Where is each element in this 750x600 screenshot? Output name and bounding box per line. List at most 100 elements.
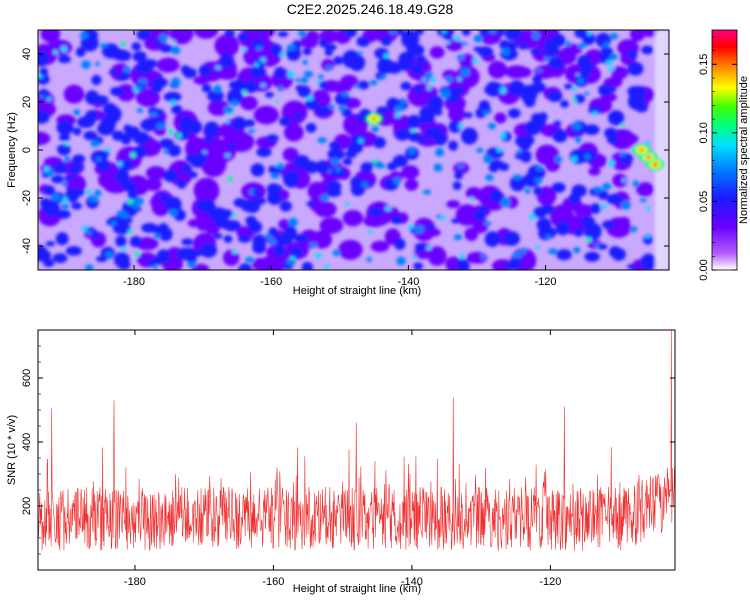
spectrogram-blob [189, 171, 198, 178]
spectrogram-blob [117, 161, 123, 167]
spectrogram-blob [457, 123, 463, 129]
spectrogram-blob [134, 252, 140, 257]
spectrogram-blob [315, 106, 331, 116]
spectrogram-blob [121, 247, 127, 252]
spectrogram-blob [290, 256, 295, 260]
spectrogram-blob [283, 170, 300, 188]
spectrogram-blob [488, 30, 497, 34]
spectrogram-blob [500, 197, 511, 208]
spectrogram-blob [153, 39, 163, 46]
spectrogram-blob [287, 71, 295, 79]
spectrogram-blob [434, 108, 443, 116]
spectrogram-blob [95, 159, 111, 172]
spectrogram-blob [594, 243, 600, 247]
spectrogram-blob [99, 43, 108, 48]
spectrogram-blob [483, 221, 492, 226]
spectrogram-blob [180, 65, 191, 74]
spectrogram-blob [298, 30, 307, 38]
spectrogram-blob [360, 182, 369, 187]
spectrogram-blob [181, 238, 194, 246]
spectrogram-blob [396, 30, 405, 36]
spectrogram-blob [306, 201, 317, 207]
spectrogram-blob [176, 247, 192, 260]
spectrogram-blob [232, 213, 237, 218]
spectrogram-blob [318, 74, 324, 80]
spectrogram-blob [94, 95, 109, 106]
spectrogram-blob [357, 80, 370, 90]
spectrogram-blob [63, 84, 85, 104]
spectrogram-blob [125, 185, 137, 193]
spectrogram-blob [223, 235, 233, 243]
spectrogram-blob [560, 100, 569, 108]
spectrogram-blob [252, 240, 267, 254]
spectrogram-blob [465, 187, 483, 200]
spectrogram-blob [43, 185, 56, 196]
spectrogram-blob [309, 242, 318, 248]
spectrogram-blob [380, 35, 392, 46]
spectrogram-blob [350, 183, 365, 196]
spectrogram-blob [564, 83, 573, 90]
spectrogram-blob [327, 169, 333, 173]
spectrogram-blob [255, 30, 265, 34]
spectrogram-blob [373, 136, 386, 149]
spectrogram-blob [193, 75, 210, 85]
spectrogram-blob [167, 129, 174, 135]
spectrogram-blob [520, 247, 527, 254]
spectrogram-blob [74, 188, 85, 197]
spectrogram-blob [345, 149, 357, 159]
spectrogram-blob [632, 180, 639, 187]
spectrogram-blob [328, 104, 335, 109]
spectrogram-blob [419, 138, 428, 145]
spectrogram-blob [461, 30, 471, 36]
spectrogram-blob [535, 245, 540, 250]
spectrogram-blob [207, 99, 230, 116]
spectrogram-blob [255, 45, 262, 51]
spectrogram-blob [345, 202, 350, 207]
spectrogram-blob [61, 181, 68, 187]
spectrogram-blob [254, 62, 260, 67]
spectrogram-blob [433, 163, 443, 172]
spectrogram-blob [584, 251, 600, 262]
spectrogram-blob [163, 169, 179, 183]
spectrogram-blob [163, 91, 182, 102]
spectrogram-blob [425, 71, 434, 78]
spectrogram-blob [408, 224, 414, 230]
snr-y-label: SNR (10 * v/v) [6, 415, 18, 485]
spectrogram-blob [571, 156, 578, 162]
spectrogram-blob [135, 88, 161, 107]
spectrogram-blob [179, 115, 194, 128]
spectrogram-blob [424, 128, 439, 138]
spectrogram-blob [619, 152, 626, 157]
spectrogram-blob [356, 36, 371, 47]
spectrogram-blob [469, 197, 474, 201]
spectrogram-blob [354, 85, 361, 89]
spectrogram-blob [51, 175, 64, 184]
spectrogram-blob [509, 175, 526, 192]
spectrogram-blob [225, 120, 230, 124]
spectrogram-blob [538, 112, 548, 122]
colorbar-tick-label: 0.05 [698, 191, 710, 212]
spectrogram-blob [189, 152, 206, 168]
spectrogram-blob [332, 249, 340, 257]
spectrogram-blob [163, 149, 169, 155]
spectrogram-blob [548, 248, 558, 255]
spectrogram-blob [608, 159, 615, 167]
spectrogram-blob [53, 50, 58, 55]
spectrogram-blob [319, 217, 344, 234]
spectrogram-blob [38, 131, 51, 146]
spectrogram-blob [249, 189, 255, 195]
spectrogram-y-tick-label: 0 [21, 147, 33, 153]
spectrogram-blob [457, 76, 462, 82]
spectrogram-blob [448, 140, 458, 151]
spectrogram-blob [396, 256, 406, 266]
spectrogram-blob [203, 135, 214, 143]
spectrogram-blob [408, 147, 416, 155]
spectrogram-blob [395, 128, 411, 141]
spectrogram-blob [152, 77, 168, 88]
spectrogram-blob [543, 46, 560, 57]
spectrogram-blob [316, 80, 321, 83]
spectrogram-blob [286, 258, 296, 266]
spectrogram-blob [577, 77, 584, 85]
spectrogram-blob [372, 159, 378, 165]
spectrogram-blob [573, 246, 581, 254]
